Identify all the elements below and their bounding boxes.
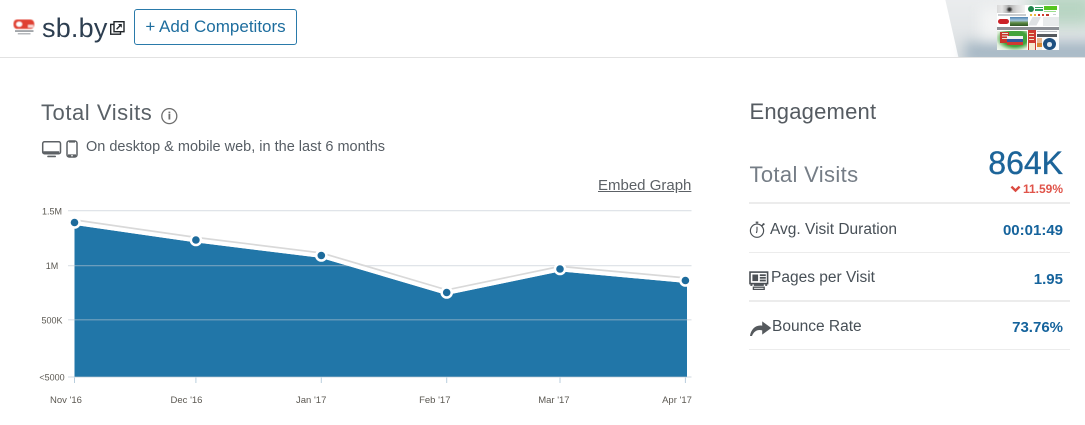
svg-text:500K: 500K <box>41 315 62 325</box>
svg-text:Mar '17: Mar '17 <box>538 395 569 406</box>
svg-text:1M: 1M <box>46 261 59 271</box>
svg-text:Apr '17: Apr '17 <box>662 395 692 406</box>
svg-text:Nov '16: Nov '16 <box>50 395 82 406</box>
svg-text:Dec '16: Dec '16 <box>171 395 203 406</box>
svg-text:Jan '17: Jan '17 <box>296 395 326 406</box>
svg-text:<5000: <5000 <box>39 373 64 383</box>
svg-text:Feb '17: Feb '17 <box>419 395 450 406</box>
svg-text:1.5M: 1.5M <box>42 206 62 216</box>
